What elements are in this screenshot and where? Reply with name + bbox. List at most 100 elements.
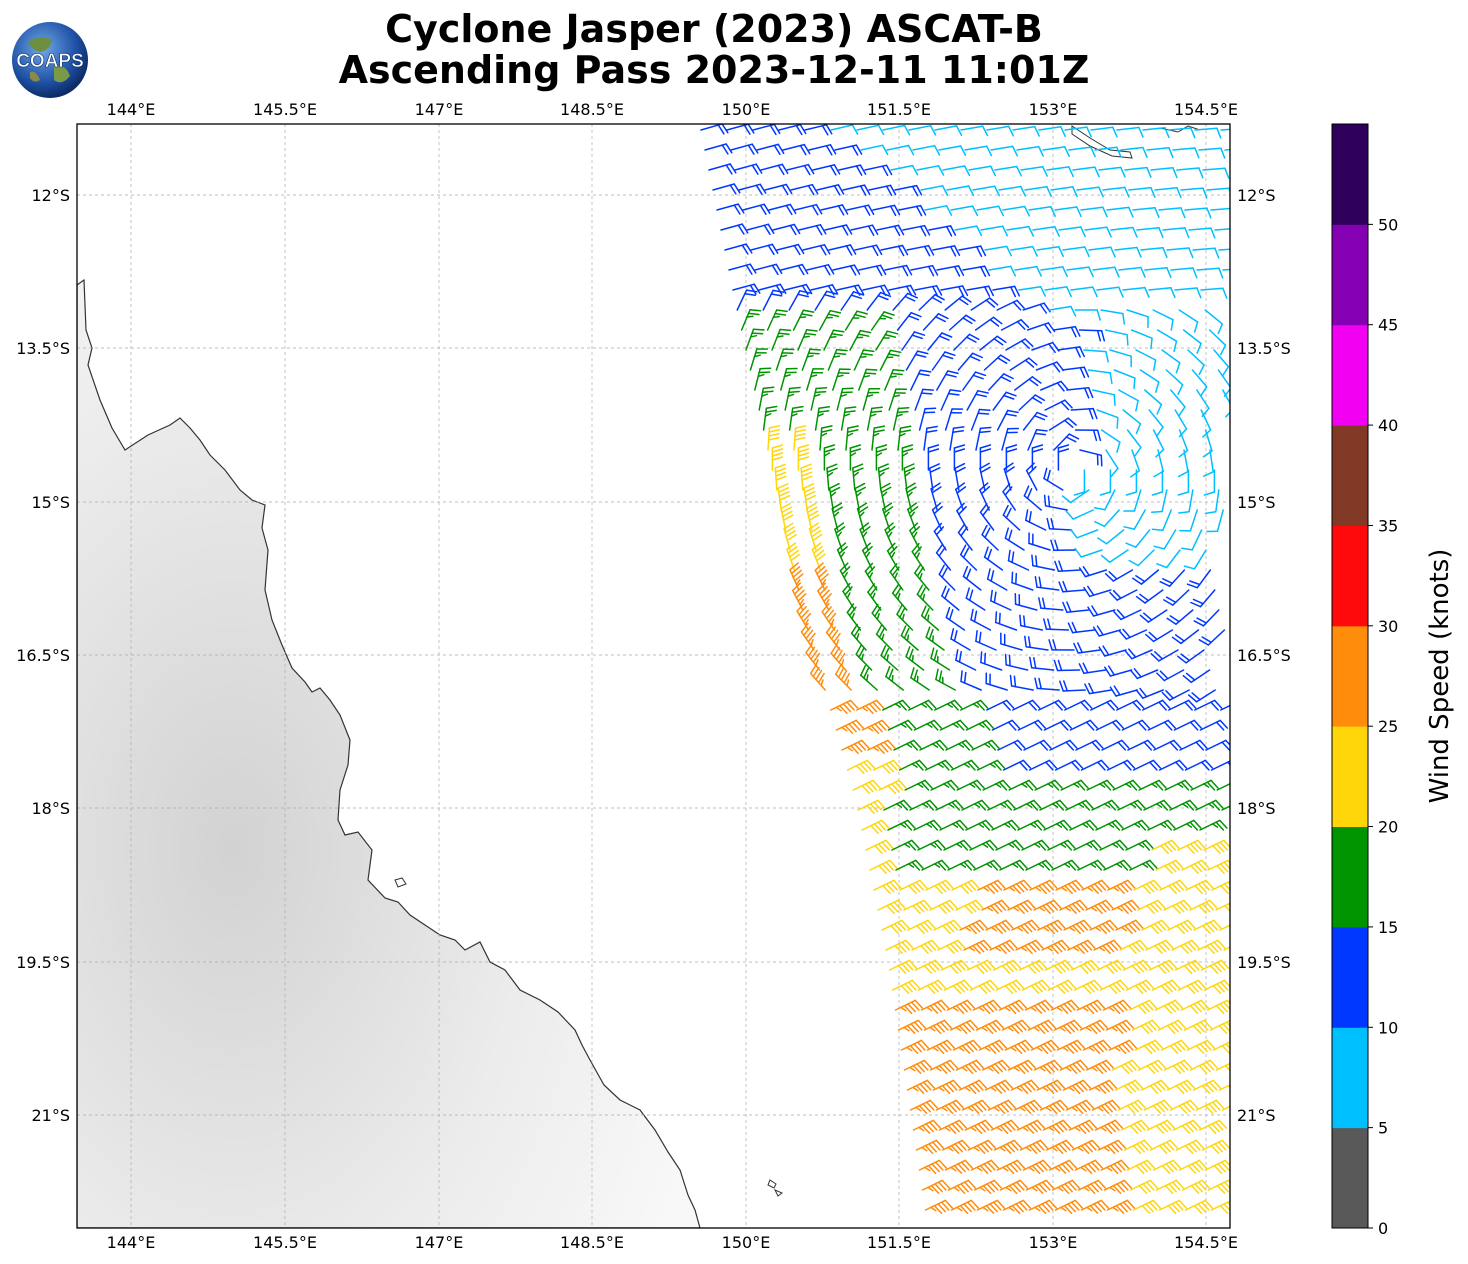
logo-text: COAPS	[16, 51, 84, 72]
wind-barb	[846, 204, 875, 216]
wind-barb	[989, 939, 1018, 955]
wind-barb	[1167, 919, 1196, 935]
wind-barb	[1016, 1119, 1046, 1135]
wind-barb	[814, 406, 831, 431]
wind-barb	[936, 265, 965, 277]
wind-barb	[832, 368, 851, 391]
wind-barb	[852, 779, 881, 795]
wind-barb	[950, 759, 980, 771]
wind-barb	[941, 585, 960, 611]
wind-barb	[1185, 879, 1214, 895]
wind-barb	[886, 542, 900, 571]
wind-barb	[1193, 609, 1220, 627]
wind-barb	[923, 425, 938, 451]
wind-barb	[1012, 125, 1040, 137]
wind-barb	[772, 223, 801, 236]
wind-barb	[1186, 1039, 1216, 1055]
wind-barb	[1038, 126, 1066, 138]
wind-barb	[972, 999, 1002, 1015]
colorbar-tick-label: 40	[1378, 416, 1398, 435]
wind-barb	[1184, 1199, 1214, 1215]
wind-barb	[985, 672, 1008, 691]
wind-barb	[953, 333, 980, 351]
lon-tick-label-bottom: 147°E	[415, 1233, 464, 1252]
wind-barb	[867, 739, 896, 755]
wind-barb	[1100, 429, 1121, 453]
wind-barb	[894, 184, 923, 197]
wind-barb	[937, 939, 966, 955]
wind-barb	[891, 839, 920, 851]
wind-barb	[1059, 1059, 1089, 1075]
plot-frame	[76, 123, 1231, 1229]
wind-barb	[1046, 166, 1074, 178]
wind-barb	[1057, 444, 1070, 471]
wind-barb	[975, 630, 997, 651]
wind-barb	[938, 564, 956, 591]
wind-barb	[973, 859, 1002, 871]
wind-barb	[970, 1159, 1000, 1175]
wind-barb	[1019, 614, 1044, 631]
wind-barb	[1143, 799, 1172, 811]
wind-barb	[871, 603, 888, 631]
wind-barb	[784, 386, 801, 411]
wind-barb	[728, 263, 757, 275]
wind-barb	[1087, 605, 1116, 617]
wind-barb	[1123, 489, 1142, 512]
wind-barb	[1162, 227, 1190, 239]
wind-barb	[801, 348, 822, 371]
wind-barb	[1207, 859, 1230, 875]
wind-barb	[1011, 571, 1034, 591]
wind-barb	[1036, 1079, 1066, 1095]
wind-barb	[986, 125, 1015, 137]
wind-barb	[1129, 859, 1158, 871]
wind-barb	[960, 670, 982, 691]
wind-barb	[955, 1059, 985, 1075]
wind-barb	[1072, 166, 1100, 178]
wind-barb	[852, 463, 864, 491]
wind-barb	[1203, 469, 1216, 496]
wind-barb	[903, 899, 932, 915]
wind-barb	[1106, 1199, 1136, 1215]
wind-barb	[970, 297, 999, 311]
wind-barb	[1041, 939, 1070, 955]
wind-barb	[875, 624, 893, 651]
wind-barb	[1029, 879, 1058, 895]
colorbar: 0 5 10 15 20 25 30 35 40 45 50	[1331, 123, 1398, 1238]
wind-barb	[1190, 589, 1216, 608]
wind-barb	[906, 244, 935, 257]
wind-barb	[1199, 819, 1228, 831]
colorbar-bin	[1332, 324, 1368, 426]
wind-barb	[949, 426, 965, 451]
wind-barb	[1178, 489, 1194, 514]
wind-barb	[897, 425, 912, 451]
lat-tick-label-left: 19.5°S	[16, 953, 70, 972]
wind-barb	[1186, 569, 1212, 589]
wind-barb	[864, 562, 878, 591]
wind-barb	[754, 263, 783, 276]
wind-barb	[1010, 1079, 1040, 1095]
wind-barb	[1103, 859, 1132, 871]
wind-barb	[887, 719, 917, 731]
wind-barb	[880, 244, 909, 257]
colorbar-bin	[1332, 1127, 1368, 1229]
lat-tick-label-left: 12°S	[31, 186, 70, 205]
wind-barb	[928, 463, 941, 491]
wind-barb	[914, 959, 944, 975]
wind-barb	[1135, 349, 1157, 371]
wind-barb	[1096, 959, 1126, 975]
wind-barb	[1133, 879, 1162, 895]
wind-barb	[1205, 739, 1230, 751]
wind-barb	[1109, 349, 1132, 368]
wind-barb	[872, 204, 901, 217]
wind-barb	[1126, 1159, 1156, 1175]
lat-tick-label-right: 16.5°S	[1237, 646, 1291, 665]
wind-barb	[808, 144, 837, 156]
wind-barb	[910, 667, 930, 691]
wind-barb	[1035, 361, 1065, 373]
wind-barb	[1141, 919, 1170, 935]
wind-barb	[1206, 187, 1230, 194]
wind-barb	[987, 799, 1016, 811]
wind-barb	[969, 839, 998, 851]
wind-barb	[1179, 509, 1198, 532]
wind-barb	[979, 482, 991, 511]
